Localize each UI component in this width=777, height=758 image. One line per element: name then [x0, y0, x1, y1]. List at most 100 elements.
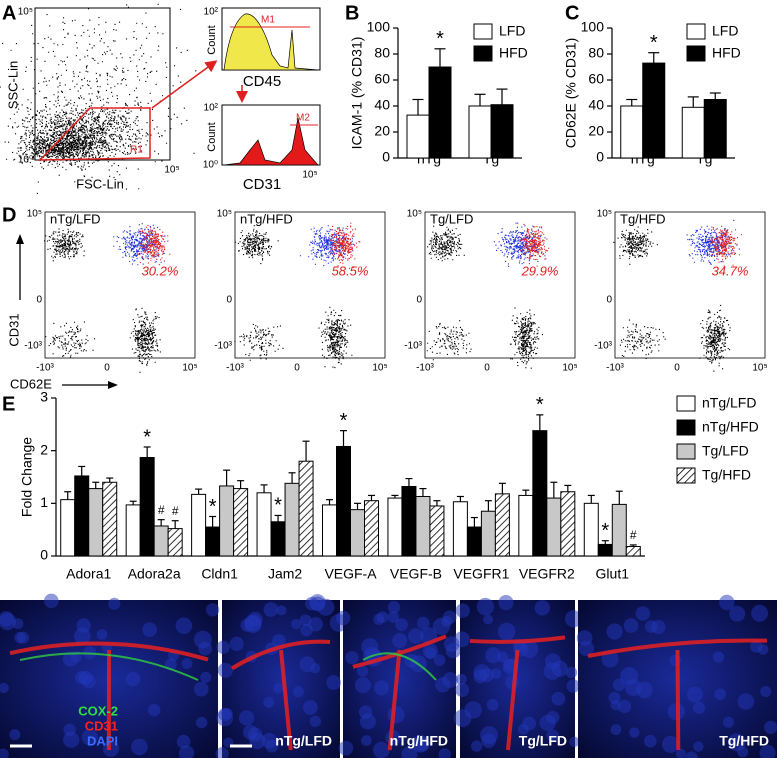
bar	[452, 501, 468, 557]
bar	[611, 503, 627, 557]
bar	[284, 482, 300, 557]
nucleus	[623, 618, 639, 633]
nucleus	[0, 610, 14, 627]
flow-frame	[614, 211, 766, 359]
bar	[270, 521, 286, 557]
nucleus	[719, 594, 735, 611]
bar	[322, 504, 337, 557]
bar	[490, 104, 514, 159]
nucleus	[498, 595, 514, 611]
tick-label: 0	[674, 363, 680, 374]
nucleus	[0, 682, 9, 694]
nucleus	[644, 734, 657, 748]
bar	[153, 525, 169, 557]
nucleus	[522, 716, 537, 731]
arrow-head	[108, 381, 118, 389]
nucleus	[263, 696, 275, 708]
tick-label: 10⁵	[752, 363, 767, 374]
vessel	[469, 635, 566, 751]
significance-mark: *	[143, 426, 151, 448]
marker-label: M2	[296, 113, 310, 124]
y-axis-title: Fold Change	[19, 437, 35, 517]
nucleus	[453, 631, 470, 648]
nucleus	[722, 716, 734, 728]
tick-label: 10⁵	[18, 7, 33, 18]
legend-swatch	[676, 443, 696, 460]
nucleus	[750, 640, 763, 653]
nucleus	[551, 660, 568, 677]
nucleus	[43, 593, 59, 609]
histogram	[223, 13, 319, 71]
bar	[703, 99, 727, 159]
y-tick-label: 20	[374, 123, 390, 139]
nucleus	[714, 688, 726, 700]
flow-frame	[44, 211, 196, 359]
nucleus	[408, 628, 424, 644]
bar	[364, 500, 379, 557]
legend-label: HFD	[499, 45, 528, 61]
nucleus	[662, 735, 680, 753]
nucleus	[193, 681, 209, 697]
bar	[532, 430, 548, 557]
nucleus	[759, 744, 776, 758]
y-axis-title: CD62E (% CD31)	[563, 38, 579, 148]
flow-frame	[234, 211, 386, 359]
x-tick-label: VEGF-B	[390, 566, 442, 582]
nucleus	[335, 610, 351, 626]
tick-label: 0	[606, 295, 612, 306]
nucleus	[63, 731, 80, 748]
nucleus	[261, 732, 278, 749]
nucleus	[299, 614, 312, 627]
nucleus	[308, 617, 323, 632]
nucleus	[81, 728, 99, 746]
x-tick-label: VEGF-A	[324, 566, 377, 582]
nucleus	[247, 727, 263, 742]
nucleus	[178, 745, 195, 758]
percent-label: 34.7%	[712, 263, 749, 278]
nucleus	[693, 741, 704, 752]
significance-mark: #	[158, 503, 165, 517]
nucleus	[692, 701, 706, 714]
nucleus	[445, 642, 461, 659]
tick-label: 0	[104, 363, 110, 374]
event-cloud	[699, 304, 731, 372]
bar	[219, 485, 235, 557]
nucleus	[96, 629, 108, 640]
nucleus	[712, 651, 725, 663]
nucleus	[737, 693, 755, 710]
nucleus	[354, 677, 371, 694]
nucleus	[610, 724, 622, 736]
tick-label: 10⁵	[182, 363, 197, 374]
nucleus	[131, 738, 148, 756]
nucleus	[534, 600, 551, 616]
bar	[102, 481, 118, 557]
panel-letter: C	[565, 2, 579, 24]
nucleus	[387, 611, 400, 624]
bar	[480, 510, 496, 557]
tick-label: 10⁰	[18, 155, 33, 166]
nucleus	[0, 748, 9, 758]
event-cloud	[12, 128, 109, 169]
significance-mark: #	[630, 528, 637, 542]
nucleus	[455, 673, 467, 685]
bar	[125, 504, 141, 557]
gate-r1	[38, 107, 151, 161]
bar	[429, 505, 445, 557]
y-tick-label: 40	[588, 97, 604, 113]
stain-label: DAPI	[87, 733, 118, 748]
nucleus	[401, 746, 418, 758]
bar	[560, 491, 576, 557]
nucleus	[9, 729, 21, 741]
event-cloud	[129, 307, 161, 373]
legend-label: nTg/LFD	[702, 395, 756, 411]
nucleus	[635, 681, 653, 699]
significance-mark: *	[436, 28, 444, 50]
bar	[546, 497, 562, 557]
axis-title: CD31	[6, 313, 21, 346]
bar	[74, 475, 90, 557]
significance-mark: *	[536, 394, 544, 416]
nucleus	[476, 597, 495, 616]
y-tick-label: 100	[367, 19, 391, 35]
x-tick-label: Adora1	[66, 566, 111, 582]
